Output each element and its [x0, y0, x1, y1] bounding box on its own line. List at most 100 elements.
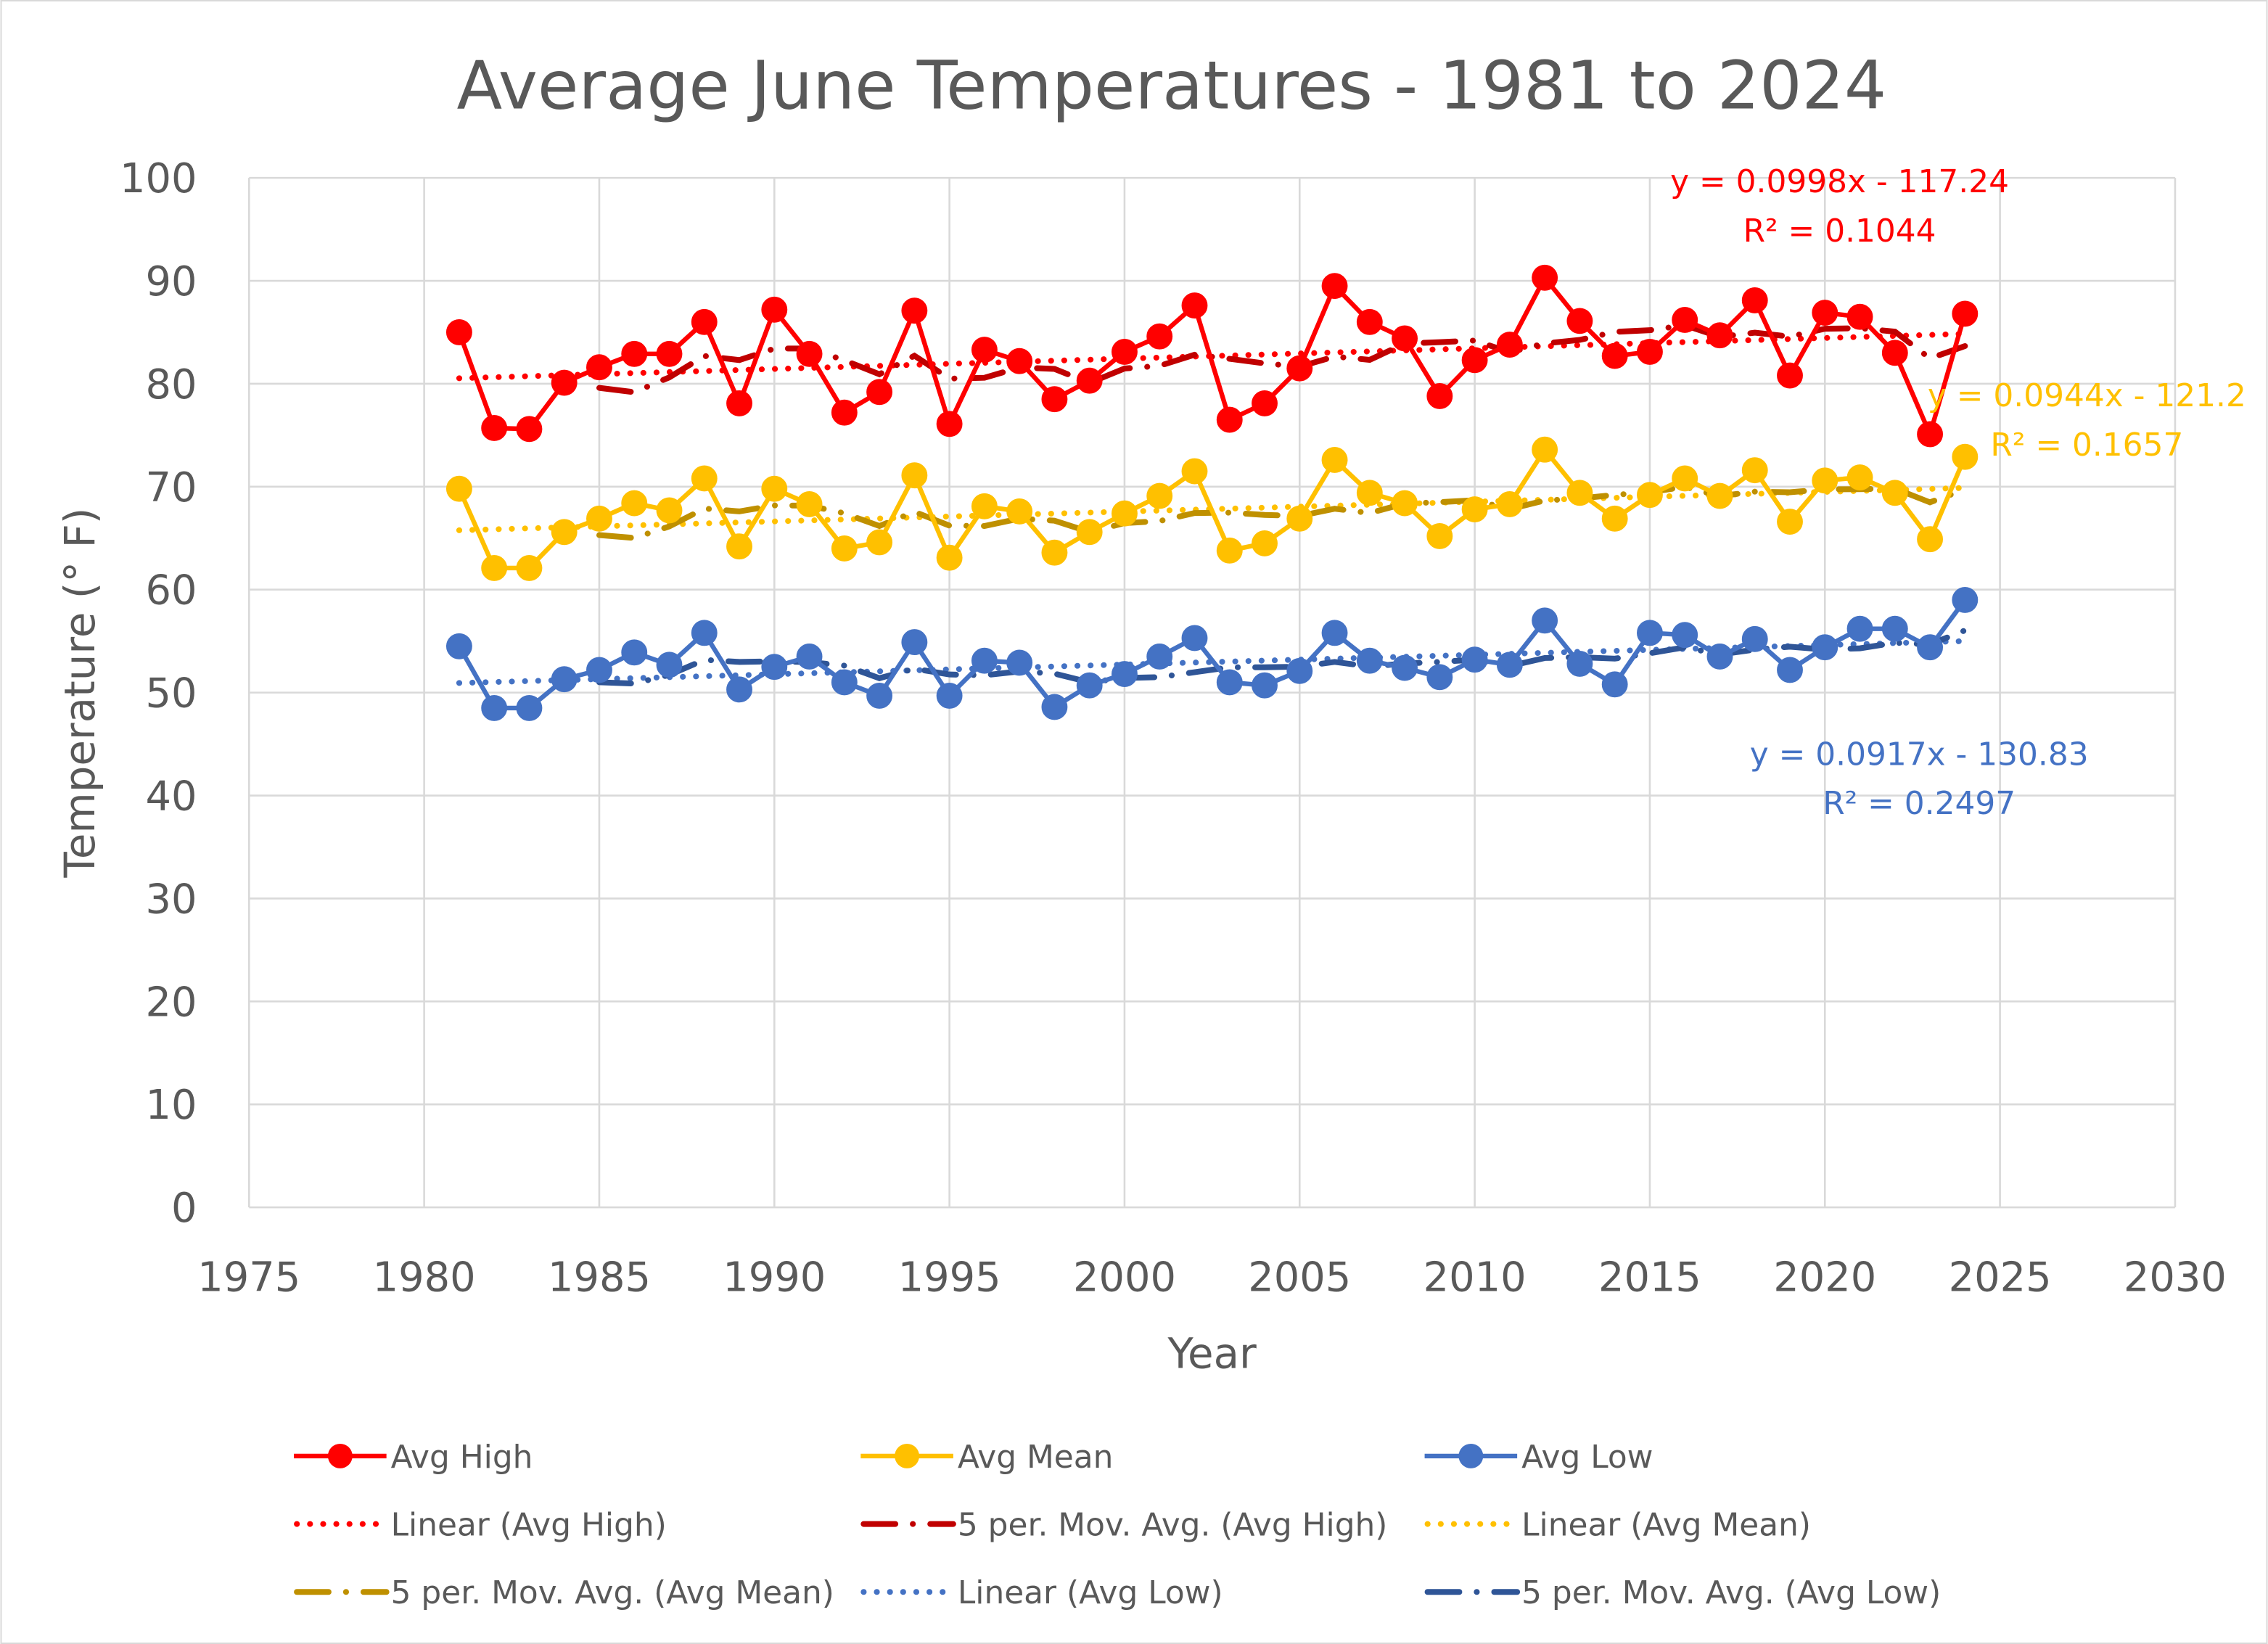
data-point: [1321, 620, 1348, 646]
legend-label: Avg Low: [1521, 1439, 1653, 1476]
data-point: [1392, 490, 1418, 517]
y-axis-ticks: 0 10 20 30 40 50 60 70 80 90 100: [120, 155, 197, 1232]
data-point: [1601, 505, 1628, 532]
data-point: [1076, 367, 1103, 394]
data-point: [656, 652, 683, 678]
data-point: [1672, 622, 1698, 649]
data-point: [971, 493, 998, 519]
data-point: [621, 340, 648, 367]
x-tick-label: 1980: [373, 1254, 476, 1302]
data-point: [901, 629, 928, 656]
data-point: [1181, 458, 1208, 485]
data-point: [445, 633, 472, 659]
data-point: [971, 337, 998, 363]
data-point: [1461, 347, 1488, 374]
data-point: [1601, 342, 1628, 369]
data-point: [1532, 607, 1558, 634]
data-point: [1181, 292, 1208, 319]
data-point: [1881, 480, 1908, 506]
data-point: [1181, 625, 1208, 652]
moving-average-1: [596, 484, 1968, 541]
legend-item: Avg Mean: [860, 1439, 1113, 1476]
trend-r2-mean: R² = 0.1657: [1990, 427, 2183, 464]
y-tick-label: 40: [146, 773, 197, 820]
data-point: [1812, 634, 1838, 661]
y-tick-label: 30: [146, 876, 197, 923]
data-point: [1496, 332, 1523, 358]
legend: Avg High Avg Mean Avg Low Linear (Avg High)…: [294, 1439, 1941, 1611]
x-axis-ticks: 1975 1980 1985 1990 1995 2000 2005 2010 2015 2020…: [197, 1254, 2227, 1302]
data-point: [1777, 509, 1803, 535]
y-tick-label: 100: [120, 155, 197, 202]
x-tick-label: 2010: [1423, 1254, 1527, 1302]
data-point: [1532, 264, 1558, 291]
data-point: [1846, 615, 1873, 642]
data-point: [1252, 390, 1278, 416]
legend-item: Avg High: [294, 1439, 533, 1476]
data-point: [1006, 649, 1033, 676]
data-point: [1356, 308, 1383, 335]
legend-label: Avg Mean: [958, 1439, 1114, 1476]
data-point: [1286, 657, 1313, 684]
data-point: [1461, 646, 1488, 673]
x-tick-label: 1975: [197, 1254, 300, 1302]
data-point: [1426, 383, 1453, 409]
data-point: [1252, 672, 1278, 699]
legend-item: Avg Low: [1424, 1439, 1653, 1476]
data-point: [1356, 647, 1383, 674]
y-tick-label: 80: [146, 361, 197, 408]
data-point: [1881, 615, 1908, 642]
legend-label: 5 per. Mov. Avg. (Avg Low): [1521, 1574, 1941, 1611]
linear-trendline-2: [456, 638, 1968, 686]
data-point: [1321, 447, 1348, 473]
data-point: [551, 369, 578, 396]
data-point: [1426, 523, 1453, 549]
x-tick-label: 2015: [1598, 1254, 1701, 1302]
legend-item: Linear (Avg Mean): [1424, 1507, 1811, 1544]
data-point: [1112, 500, 1138, 527]
data-point: [621, 490, 648, 517]
data-point: [1426, 664, 1453, 691]
series: [445, 264, 1979, 721]
data-point: [1496, 652, 1523, 678]
legend-item: Linear (Avg High): [294, 1507, 667, 1544]
data-point: [1637, 339, 1663, 365]
data-point: [761, 296, 788, 323]
data-point: [936, 682, 963, 709]
trend-equation-high: y = 0.0998x - 117.24: [1670, 163, 2009, 200]
data-point: [586, 505, 612, 532]
data-point: [831, 669, 858, 696]
data-point: [971, 647, 998, 674]
data-point: [1952, 443, 1979, 470]
legend-marker-icon: [895, 1443, 920, 1468]
data-point: [1392, 654, 1418, 681]
data-point: [1952, 586, 1979, 613]
data-point: [1741, 457, 1768, 484]
trend-r2-low: R² = 0.2497: [1823, 785, 2016, 822]
data-point: [726, 390, 752, 416]
x-axis-title: Year: [1167, 1328, 1257, 1378]
linear-trendline-1: [456, 485, 1968, 533]
trend-equation-mean: y = 0.0944x - 121.2: [1928, 377, 2246, 414]
y-tick-label: 90: [146, 258, 197, 305]
data-point: [1321, 273, 1348, 300]
data-point: [1076, 519, 1103, 546]
trendlines: [456, 322, 1968, 687]
x-tick-label: 2030: [2124, 1254, 2227, 1302]
y-tick-label: 50: [146, 670, 197, 718]
data-point: [1777, 657, 1803, 683]
data-point: [1286, 355, 1313, 382]
x-tick-label: 2020: [1773, 1254, 1876, 1302]
data-point: [691, 465, 718, 492]
data-point: [936, 544, 963, 571]
legend-item: Linear (Avg Low): [860, 1574, 1223, 1611]
data-point: [901, 297, 928, 324]
data-point: [516, 554, 543, 581]
x-tick-label: 1985: [548, 1254, 651, 1302]
data-point: [1741, 625, 1768, 652]
data-point: [1566, 308, 1593, 334]
data-point: [1812, 300, 1838, 326]
data-point: [1637, 482, 1663, 509]
data-point: [481, 415, 508, 441]
